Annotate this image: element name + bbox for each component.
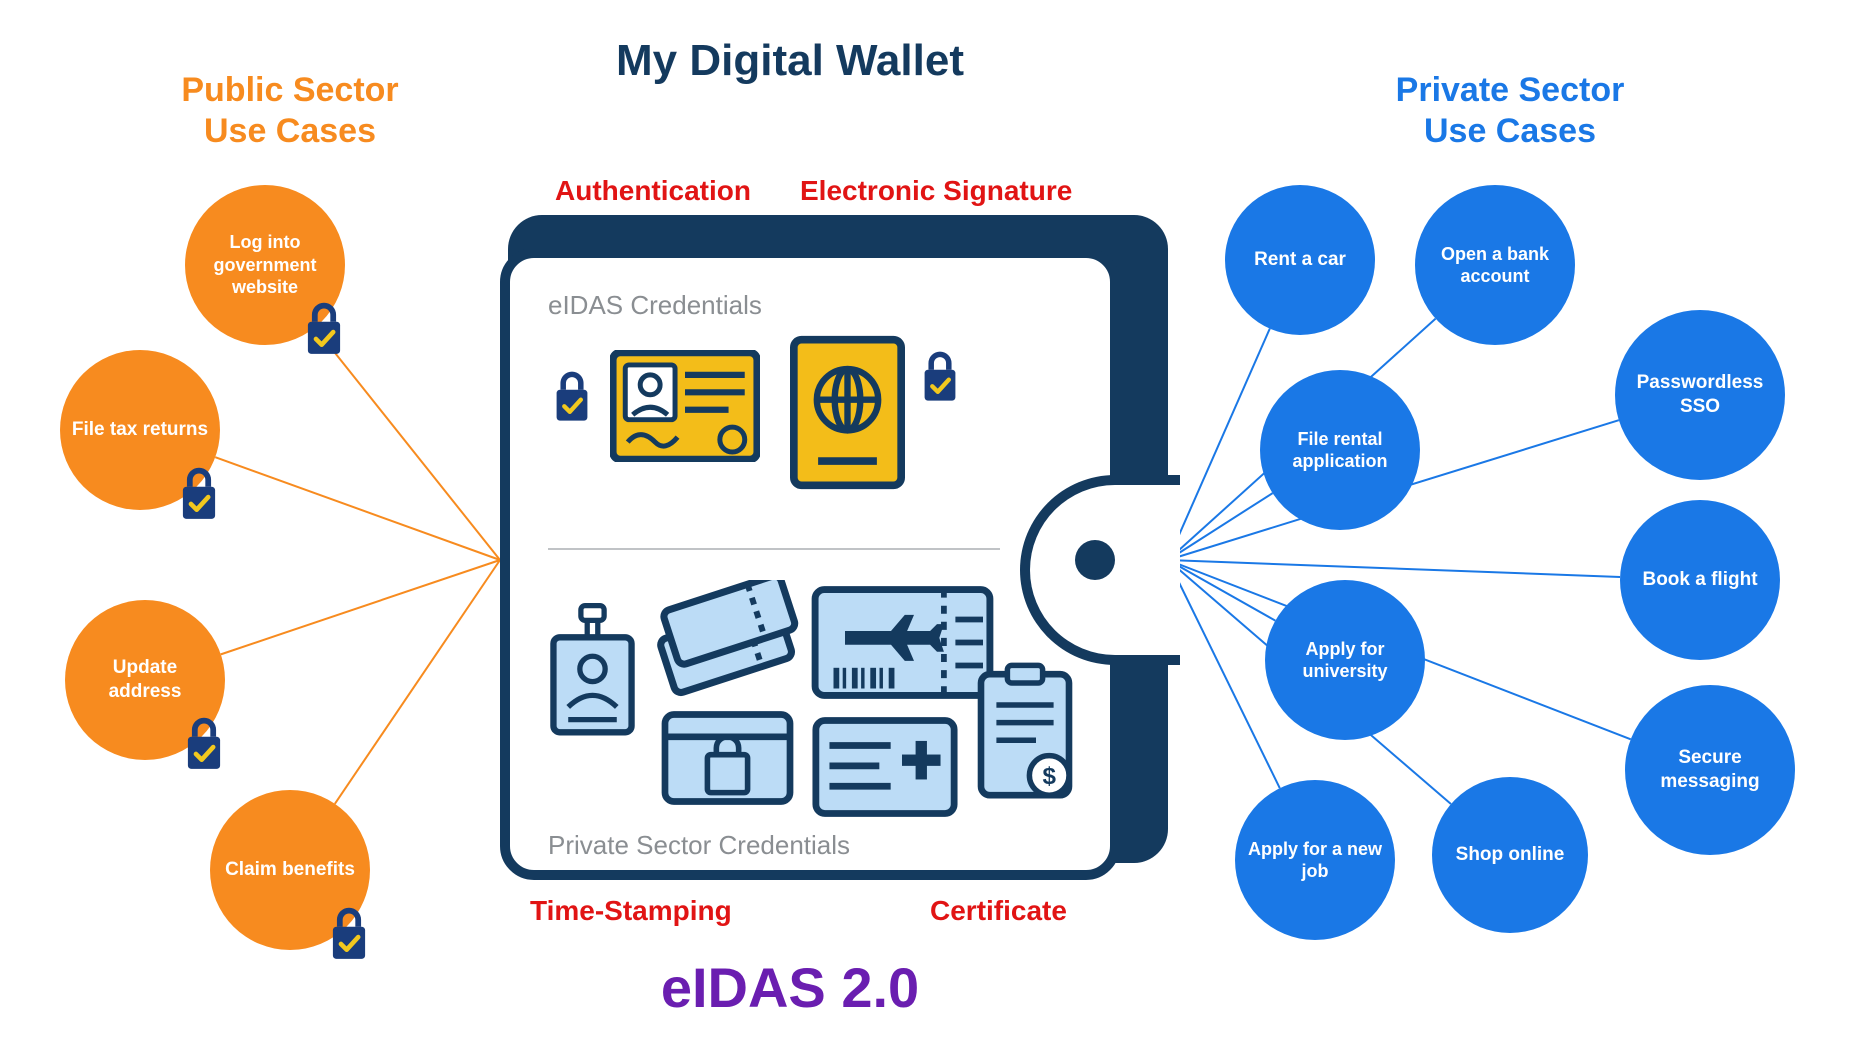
lock-icon xyxy=(550,370,594,430)
boarding-pass-icon xyxy=(810,585,995,705)
health-card-icon xyxy=(810,716,960,823)
wallet-divider xyxy=(548,548,1000,550)
private-sector-header-line1: Private Sector xyxy=(1396,71,1625,109)
shopping-card-icon xyxy=(660,710,795,811)
bubble-label: Log into government website xyxy=(195,231,335,299)
bubble-label: Secure messaging xyxy=(1635,746,1785,794)
bubble-label: Open a bank account xyxy=(1425,243,1565,288)
bubble-label: Rent a car xyxy=(1254,248,1346,272)
bubble-label: Apply for university xyxy=(1275,638,1415,683)
footer-title: eIDAS 2.0 xyxy=(490,955,1090,1020)
label-certificate: Certificate xyxy=(930,895,1067,927)
bubble-label: File rental application xyxy=(1270,428,1410,473)
bubble-shop-online: Shop online xyxy=(1432,777,1588,933)
lock-icon xyxy=(176,466,222,529)
bubble-label: Update address xyxy=(75,656,215,704)
bubble-pw-sso: Passwordless SSO xyxy=(1615,310,1785,480)
wallet-label-private-credentials: Private Sector Credentials xyxy=(548,830,850,861)
wallet-label-eidas-credentials: eIDAS Credentials xyxy=(548,290,762,321)
bubble-file-rental: File rental application xyxy=(1260,370,1420,530)
bubble-label: File tax returns xyxy=(72,418,208,442)
passport-icon xyxy=(790,335,905,495)
private-sector-header: Private Sector Use Cases xyxy=(1330,70,1690,152)
tickets-icon xyxy=(640,580,810,715)
svg-text:$: $ xyxy=(1042,763,1056,790)
bubble-apply-uni: Apply for university xyxy=(1265,580,1425,740)
public-sector-header: Public Sector Use Cases xyxy=(110,70,470,152)
bubble-label: Shop online xyxy=(1456,843,1565,867)
bubble-secure-msg: Secure messaging xyxy=(1625,685,1795,855)
public-sector-header-line1: Public Sector xyxy=(181,71,398,109)
wallet-clasp-button xyxy=(1075,540,1115,580)
lock-icon xyxy=(918,350,962,410)
bubble-book-flight: Book a flight xyxy=(1620,500,1780,660)
bubble-label: Claim benefits xyxy=(225,858,355,882)
label-time-stamping: Time-Stamping xyxy=(530,895,732,927)
main-title: My Digital Wallet xyxy=(490,36,1090,86)
bubble-bank-acct: Open a bank account xyxy=(1415,185,1575,345)
lock-icon xyxy=(181,716,227,779)
infographic-stage: My Digital Wallet Public Sector Use Case… xyxy=(0,0,1866,1046)
label-electronic-signature: Electronic Signature xyxy=(800,175,1072,207)
private-sector-header-line2: Use Cases xyxy=(1424,112,1596,150)
bubble-apply-job: Apply for a new job xyxy=(1235,780,1395,940)
id-card-icon xyxy=(610,350,760,467)
bubble-label: Apply for a new job xyxy=(1245,838,1385,883)
bubble-label: Passwordless SSO xyxy=(1625,371,1775,419)
public-sector-header-line2: Use Cases xyxy=(204,112,376,150)
lock-icon xyxy=(301,301,347,364)
lock-icon xyxy=(326,906,372,969)
bubble-label: Book a flight xyxy=(1642,568,1757,592)
label-authentication: Authentication xyxy=(555,175,751,207)
badge-icon xyxy=(545,600,640,745)
bubble-rent-car: Rent a car xyxy=(1225,185,1375,335)
invoice-icon: $ xyxy=(970,660,1080,810)
